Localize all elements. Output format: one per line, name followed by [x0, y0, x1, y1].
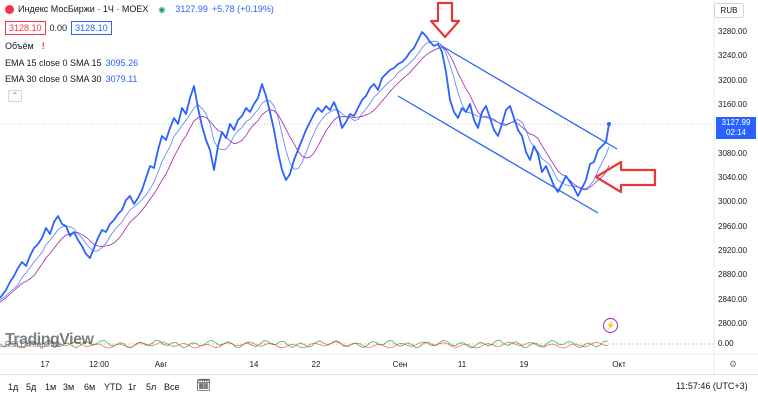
- rsi-line: [0, 339, 609, 349]
- timeframe-button-5л[interactable]: 5л: [146, 382, 157, 392]
- rsi-label: RSI Divergence: [5, 340, 62, 349]
- ema30-line: [0, 47, 610, 303]
- price-axis-label: 2920.00: [718, 246, 747, 255]
- time-axis-label: Авг: [154, 360, 168, 369]
- price-axis-label: 3040.00: [718, 173, 747, 182]
- symbol-legend[interactable]: Индекс МосБиржи · 1Ч · MOEX ◉ 3127.99 +5…: [5, 4, 274, 14]
- collapse-legend-button[interactable]: ⌃: [8, 90, 22, 102]
- last-price-dot: [607, 122, 611, 126]
- calendar-range-icon[interactable]: 🗓: [196, 378, 212, 392]
- current-price-tag: 3127.99 02:14: [716, 117, 756, 139]
- time-axis-label: 22: [311, 360, 321, 369]
- price-change: +5.78 (+0.19%): [211, 4, 274, 14]
- price-line: [0, 31, 610, 299]
- ask-price[interactable]: 3128.10: [71, 21, 112, 35]
- volume-legend[interactable]: Объём !: [5, 41, 45, 51]
- symbol-icon: [5, 4, 14, 14]
- time-axis-label: 14: [249, 360, 259, 369]
- timeframe-button-Все[interactable]: Все: [164, 382, 180, 392]
- ema15-value: 3095.26: [105, 58, 139, 68]
- bottom-toolbar: [0, 374, 758, 403]
- time-axis-label: 11: [457, 360, 467, 369]
- price-axis-label: 3080.00: [718, 149, 747, 158]
- gear-icon[interactable]: ⚙: [729, 359, 738, 369]
- ema15-line: [0, 40, 610, 301]
- timeframe-button-1м[interactable]: 1м: [45, 382, 57, 392]
- warning-icon[interactable]: !: [41, 41, 45, 51]
- arrow-left-annotation[interactable]: [594, 160, 657, 194]
- timeframe-button-YTD[interactable]: YTD: [104, 382, 122, 392]
- timeframe-button-6м[interactable]: 6м: [84, 382, 96, 392]
- time-axis-label: 12:00: [88, 360, 110, 369]
- price-axis-label: 2840.00: [718, 295, 747, 304]
- ema30-value: 3079.11: [105, 74, 138, 84]
- spread: 0.00: [49, 23, 68, 33]
- rsi-value: 0.00: [718, 339, 734, 348]
- countdown-timer: 02:14: [725, 128, 747, 137]
- price-axis-label: 3280.00: [718, 27, 747, 36]
- tradingview-logo-text: TradingView: [5, 331, 94, 348]
- eye-icon[interactable]: ◉: [158, 4, 166, 14]
- time-axis-label: 19: [519, 360, 529, 369]
- currency-selector[interactable]: RUB: [714, 3, 744, 18]
- lightning-icon[interactable]: ⚡: [603, 318, 618, 333]
- price-axis-label: 3240.00: [718, 51, 747, 60]
- price-axis-label: 2880.00: [718, 270, 747, 279]
- time-axis-label: Сен: [392, 360, 408, 369]
- last-price: 3127.99: [175, 4, 208, 14]
- bid-price[interactable]: 3128.10: [5, 21, 46, 35]
- price-axis-label: 3160.00: [718, 100, 747, 109]
- price-axis-label: 3000.00: [718, 197, 747, 206]
- timeframe-button-1г[interactable]: 1г: [128, 382, 137, 392]
- ema30-label: EMA 30 close 0 SMA 30: [5, 74, 102, 84]
- ema15-label: EMA 15 close 0 SMA 15: [5, 58, 102, 68]
- bid-ask-row: 3128.10 0.00 3128.10: [5, 21, 112, 35]
- channel-upper-line[interactable]: [439, 44, 618, 150]
- volume-label: Объём: [5, 41, 34, 51]
- current-price-value: 3127.99: [721, 118, 751, 127]
- symbol-title[interactable]: Индекс МосБиржи · 1Ч · MOEX: [18, 4, 149, 14]
- price-axis-label: 2960.00: [718, 222, 747, 231]
- time-axis-label: Окт: [612, 360, 626, 369]
- tradingview-logo: TradingView: [5, 331, 94, 349]
- rsi-signal-line: [0, 341, 609, 349]
- ema15-legend[interactable]: EMA 15 close 0 SMA 15 3095.26: [5, 58, 138, 68]
- channel-lower-line[interactable]: [397, 95, 599, 214]
- clock[interactable]: 11:57:46 (UTC+3): [676, 381, 748, 391]
- ema30-legend[interactable]: EMA 30 close 0 SMA 30 3079.11: [5, 74, 137, 84]
- timeframe-button-5д[interactable]: 5д: [26, 382, 37, 392]
- price-axis-label: 3200.00: [718, 76, 747, 85]
- price-axis-label: 2800.00: [718, 319, 747, 328]
- timeframe-button-1д[interactable]: 1д: [8, 382, 19, 392]
- time-axis-label: 17: [40, 360, 50, 369]
- timeframe-button-3м[interactable]: 3м: [63, 382, 75, 392]
- arrow-down-annotation[interactable]: [429, 1, 461, 39]
